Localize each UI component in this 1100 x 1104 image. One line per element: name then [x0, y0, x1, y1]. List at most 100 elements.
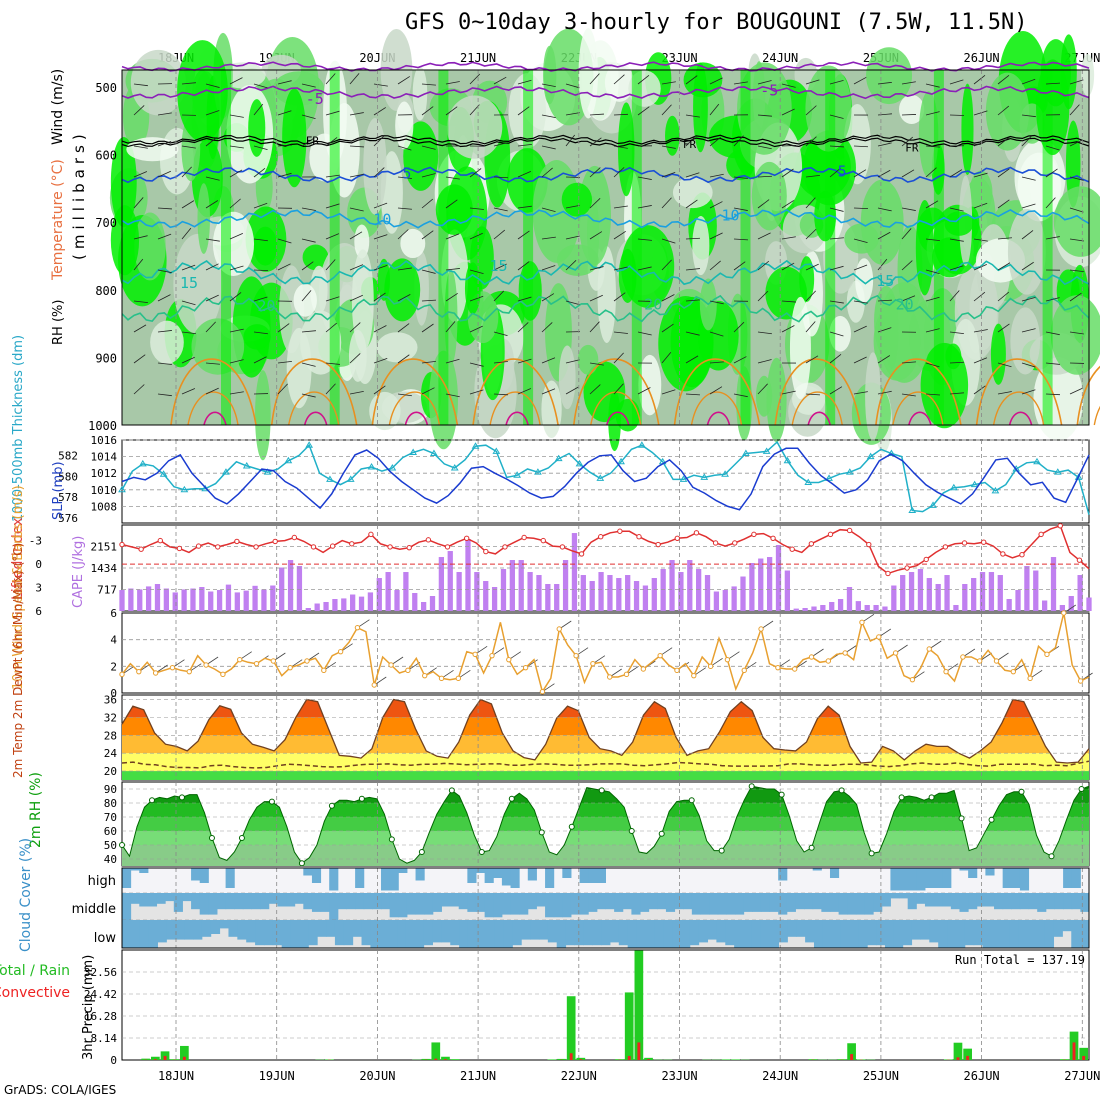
cloud-bar	[166, 920, 175, 940]
rh-point	[929, 795, 934, 800]
precip-conv-bar	[957, 1057, 960, 1060]
li-line-point	[1001, 552, 1005, 556]
wind-speed-line-point	[540, 689, 544, 693]
wind-speed-line-point	[137, 669, 141, 673]
isotherm-label: 10	[373, 210, 391, 228]
cape-bar	[767, 557, 772, 611]
wind-speed-line-point	[927, 647, 931, 651]
cloud-bar	[493, 893, 502, 917]
cape-bar	[590, 581, 595, 611]
cape-bar	[652, 578, 657, 611]
li-line-point	[809, 542, 813, 546]
li-line-point	[369, 532, 373, 536]
cloud-bar	[597, 868, 606, 883]
cloud-bar	[725, 920, 734, 945]
wind-barb	[782, 145, 796, 146]
cloud-bar	[890, 868, 899, 891]
temp-band	[122, 682, 1089, 700]
cloud-bar	[191, 868, 200, 881]
li-line-point	[216, 545, 220, 549]
cape-bar	[794, 609, 799, 611]
pressure-tick-label: 700	[95, 216, 117, 230]
li-line-point	[637, 535, 641, 539]
cloud-bar	[882, 893, 891, 907]
li-line-point	[1077, 558, 1081, 562]
cloud-bar	[252, 893, 261, 909]
cloud-bar	[965, 920, 974, 945]
date-label-bottom: 26JUN	[964, 1069, 1000, 1083]
cloud-bar	[362, 920, 371, 945]
cape-bar	[714, 592, 719, 611]
li-line-point	[790, 547, 794, 551]
cloud-bar	[637, 920, 646, 948]
cloud-bar	[580, 868, 589, 883]
rh-point	[299, 861, 304, 866]
cloud-bar	[912, 920, 921, 940]
cloud-bar	[390, 868, 399, 891]
rh-point	[329, 803, 334, 808]
wind-speed-line-point	[1045, 652, 1049, 656]
cloud-bar	[968, 868, 977, 878]
cloud-bar	[744, 893, 753, 912]
precip-total-bar	[731, 1059, 740, 1060]
cloud-bar	[174, 893, 183, 912]
isotherm-label: 10	[722, 206, 740, 224]
wind-speed-line-point	[238, 657, 242, 661]
cloud-bar	[191, 893, 200, 909]
cloud-bar	[899, 893, 908, 898]
cloud-bar	[991, 920, 1000, 948]
cloud-bar	[450, 893, 459, 907]
li-line-point	[560, 545, 564, 549]
cloud-bar	[149, 920, 158, 948]
rh-point	[989, 817, 994, 822]
cloud-bar	[867, 920, 876, 945]
date-label-bottom: 22JUN	[561, 1069, 597, 1083]
rh-patch	[197, 183, 210, 254]
li-line-point	[905, 566, 909, 570]
rh-point	[149, 798, 154, 803]
cloud-bar	[303, 893, 312, 909]
cloud-bar	[329, 893, 338, 920]
cloud-bar	[308, 920, 317, 945]
cloud-bar	[830, 868, 839, 878]
precip-total-bar	[431, 1042, 440, 1060]
cape-bar	[439, 557, 444, 611]
cloud-bar	[873, 893, 882, 912]
cape-bar	[501, 569, 506, 611]
cloud-bar	[303, 868, 312, 876]
cloud-bar	[708, 920, 717, 940]
cloud-bar	[220, 920, 229, 928]
rh-patch	[579, 28, 598, 118]
cloud-bar	[983, 920, 992, 948]
cape-bar	[332, 599, 337, 611]
cloud-bar	[692, 893, 701, 915]
cape-bar	[758, 559, 763, 611]
wind-speed-line-point	[944, 669, 948, 673]
cloud-bar	[398, 893, 407, 917]
slp-tick-label: 1008	[91, 500, 118, 513]
cloud-bar	[175, 920, 184, 940]
cloud-ylabel: Cloud Cover (%)	[18, 838, 34, 952]
cloud-bar	[381, 868, 390, 891]
cloud-bar	[813, 893, 822, 909]
wind-speed-line-point	[523, 665, 527, 669]
precip-ylabel: 3hr Precip (mm)	[81, 955, 96, 1060]
rh-patch	[961, 84, 973, 175]
cape-bar	[873, 605, 878, 611]
rh-patch	[865, 352, 881, 440]
li-line-point	[1039, 532, 1043, 536]
cape-bar	[581, 575, 586, 611]
rh-band	[122, 817, 1089, 831]
cloud-bar	[433, 893, 442, 912]
cape-bar	[554, 584, 559, 611]
cloud-bar	[856, 893, 865, 915]
cape-tick-label: 1434	[91, 562, 118, 575]
cloud-bar	[148, 893, 157, 907]
cloud-bar	[139, 893, 148, 907]
li-line-point	[886, 571, 890, 575]
cloud-bar	[459, 893, 468, 909]
cape-bar	[661, 569, 666, 611]
cloud-bar	[355, 868, 364, 888]
